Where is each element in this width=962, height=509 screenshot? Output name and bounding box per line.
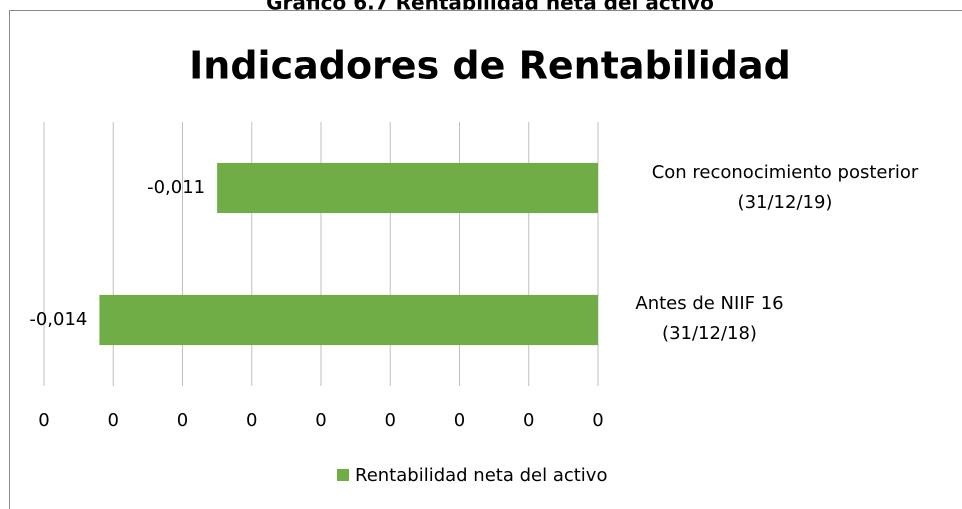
bar <box>99 294 599 346</box>
x-tick-label: 0 <box>592 410 603 431</box>
x-tick-label: 0 <box>315 410 326 431</box>
data-label: -0,011 <box>147 177 205 198</box>
x-tick-label: 0 <box>246 410 257 431</box>
category-label: Antes de NIIF 16 (31/12/18) <box>635 293 784 344</box>
x-tick-label: 0 <box>38 410 49 431</box>
x-tick-label: 0 <box>385 410 396 431</box>
data-label: -0,014 <box>29 309 87 330</box>
x-tick-label: 0 <box>523 410 534 431</box>
x-tick-label: 0 <box>108 410 119 431</box>
chart-title: Indicadores de Rentabilidad <box>189 44 791 88</box>
caption: Gráfico 6.7 Rentabilidad neta del activo <box>266 0 714 15</box>
chart-frame <box>9 10 962 509</box>
legend-label: Rentabilidad neta del activo <box>355 465 607 486</box>
category-label: Con reconocimiento posterior (31/12/19) <box>651 162 919 213</box>
legend-swatch <box>337 469 349 481</box>
bar <box>217 162 598 214</box>
x-tick-label: 0 <box>454 410 465 431</box>
x-tick-label: 0 <box>177 410 188 431</box>
